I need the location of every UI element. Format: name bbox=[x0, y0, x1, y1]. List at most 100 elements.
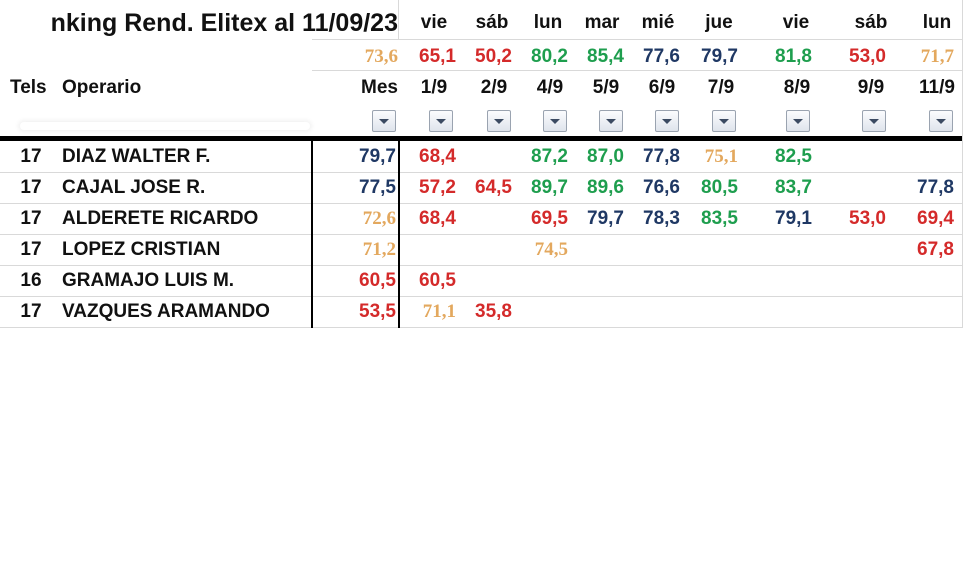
filter-button-date[interactable] bbox=[655, 110, 679, 132]
dropdown-arrow-icon bbox=[436, 118, 446, 124]
header-mes: Mes bbox=[361, 77, 398, 98]
row-day-value: 57,2 bbox=[419, 177, 456, 198]
filter-button-date[interactable] bbox=[599, 110, 623, 132]
row-tels: 17 bbox=[20, 146, 42, 167]
row-day-value: 53,0 bbox=[849, 208, 886, 229]
row-gridline bbox=[0, 234, 963, 235]
row-day-value: 71,1 bbox=[422, 301, 456, 322]
row-tels: 17 bbox=[20, 239, 42, 260]
row-day-value: 69,5 bbox=[531, 208, 568, 229]
dropdown-arrow-icon bbox=[550, 118, 560, 124]
row-mes-value: 60,5 bbox=[359, 270, 396, 291]
filter-button-date[interactable] bbox=[487, 110, 511, 132]
row-day-value: 74,5 bbox=[534, 239, 568, 260]
row-day-value: 87,2 bbox=[531, 146, 568, 167]
row-day-value: 77,8 bbox=[917, 177, 954, 198]
sheet-title: nking Rend. Elitex al 11/09/23 bbox=[50, 9, 398, 37]
column-separator bbox=[398, 0, 399, 40]
row-day-value: 35,8 bbox=[475, 301, 512, 322]
filter-button-mes[interactable] bbox=[372, 110, 396, 132]
dropdown-arrow-icon bbox=[606, 118, 616, 124]
header-date: 5/9 bbox=[592, 77, 620, 98]
header-date: 6/9 bbox=[648, 77, 676, 98]
average-value: 85,4 bbox=[587, 46, 624, 67]
row-day-value: 77,8 bbox=[643, 146, 680, 167]
row-mes-value: 72,6 bbox=[362, 208, 396, 229]
row-day-value: 79,7 bbox=[587, 208, 624, 229]
row-mes-value: 53,5 bbox=[359, 301, 396, 322]
filter-button-date[interactable] bbox=[929, 110, 953, 132]
row-mes-value: 77,5 bbox=[359, 177, 396, 198]
row-day-value: 87,0 bbox=[587, 146, 624, 167]
header-date: 7/9 bbox=[707, 77, 735, 98]
column-separator bbox=[311, 141, 313, 328]
dropdown-arrow-icon bbox=[869, 118, 879, 124]
row-day-value: 78,3 bbox=[643, 208, 680, 229]
row-day-value: 89,6 bbox=[587, 177, 624, 198]
filter-button-date[interactable] bbox=[543, 110, 567, 132]
header-smudge bbox=[20, 122, 310, 130]
row-operario: ALDERETE RICARDO bbox=[62, 208, 259, 229]
row-tels: 17 bbox=[20, 177, 42, 198]
header-divider bbox=[0, 136, 963, 141]
weekday-label: vie bbox=[782, 12, 810, 33]
row-day-value: 80,5 bbox=[701, 177, 738, 198]
average-value: 77,6 bbox=[643, 46, 680, 67]
average-value: 80,2 bbox=[531, 46, 568, 67]
average-value: 50,2 bbox=[475, 46, 512, 67]
row-day-value: 68,4 bbox=[419, 146, 456, 167]
header-date: 11/9 bbox=[919, 77, 955, 98]
average-value: 65,1 bbox=[419, 46, 456, 67]
dropdown-arrow-icon bbox=[494, 118, 504, 124]
row-day-value: 69,4 bbox=[917, 208, 954, 229]
filter-button-date[interactable] bbox=[786, 110, 810, 132]
row-gridline bbox=[0, 172, 963, 173]
header-date: 1/9 bbox=[420, 77, 448, 98]
header-date: 8/9 bbox=[783, 77, 811, 98]
row-gridline bbox=[0, 203, 963, 204]
average-value: 71,7 bbox=[920, 46, 954, 67]
row-day-value: 83,5 bbox=[701, 208, 738, 229]
filter-button-date[interactable] bbox=[712, 110, 736, 132]
weekday-label: sáb bbox=[475, 12, 509, 33]
title-cell: nking Rend. Elitex al 11/09/23 bbox=[0, 4, 398, 38]
average-value: 53,0 bbox=[849, 46, 886, 67]
header-date: 2/9 bbox=[480, 77, 508, 98]
row-gridline bbox=[0, 296, 963, 297]
weekday-label: lun bbox=[533, 12, 563, 33]
filter-button-date[interactable] bbox=[862, 110, 886, 132]
row-operario: VAZQUES ARAMANDO bbox=[62, 301, 270, 322]
weekday-label: jue bbox=[705, 12, 733, 33]
average-value: 73,6 bbox=[364, 46, 398, 67]
header-operario: Operario bbox=[62, 77, 142, 98]
dropdown-arrow-icon bbox=[936, 118, 946, 124]
row-gridline bbox=[0, 265, 963, 266]
row-tels: 17 bbox=[20, 208, 42, 229]
row-tels: 16 bbox=[20, 270, 42, 291]
row-day-value: 83,7 bbox=[775, 177, 812, 198]
row-operario: LOPEZ CRISTIAN bbox=[62, 239, 221, 260]
row-day-value: 60,5 bbox=[419, 270, 456, 291]
row-day-value: 76,6 bbox=[643, 177, 680, 198]
gridline bbox=[312, 70, 963, 71]
dropdown-arrow-icon bbox=[379, 118, 389, 124]
dropdown-arrow-icon bbox=[793, 118, 803, 124]
filter-button-date[interactable] bbox=[429, 110, 453, 132]
row-operario: CAJAL JOSE R. bbox=[62, 177, 206, 198]
row-day-value: 82,5 bbox=[775, 146, 812, 167]
average-value: 81,8 bbox=[775, 46, 812, 67]
weekday-label: mar bbox=[584, 12, 620, 33]
row-day-value: 79,1 bbox=[775, 208, 812, 229]
weekday-label: sáb bbox=[854, 12, 888, 33]
row-operario: GRAMAJO LUIS M. bbox=[62, 270, 235, 291]
dropdown-arrow-icon bbox=[719, 118, 729, 124]
weekday-label: lun bbox=[922, 12, 952, 33]
row-day-value: 68,4 bbox=[419, 208, 456, 229]
gridline bbox=[312, 39, 963, 40]
row-day-value: 75,1 bbox=[704, 146, 738, 167]
row-day-value: 67,8 bbox=[917, 239, 954, 260]
weekday-label: mié bbox=[641, 12, 675, 33]
row-gridline bbox=[0, 327, 963, 328]
dropdown-arrow-icon bbox=[662, 118, 672, 124]
